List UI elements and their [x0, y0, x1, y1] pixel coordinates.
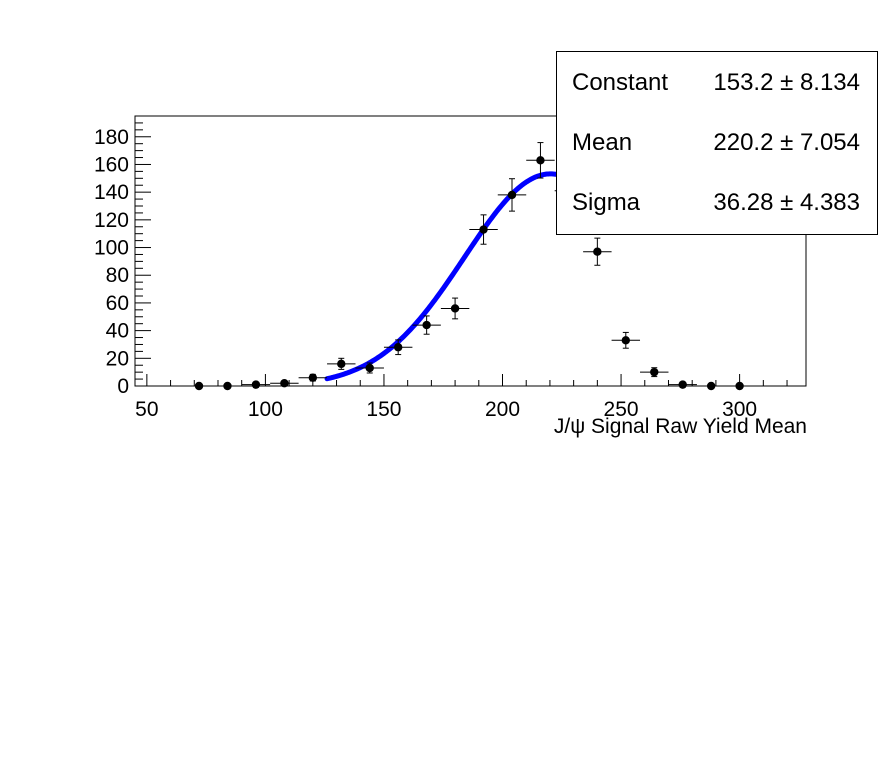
data-point — [327, 357, 356, 370]
point-marker — [450, 304, 460, 313]
point-marker — [621, 336, 631, 345]
x-tick-label: 150 — [366, 398, 401, 421]
y-tick-label: 100 — [94, 237, 129, 260]
point-marker — [422, 320, 431, 330]
stat-value: 36.28 ± 4.383 — [713, 189, 860, 216]
point-marker — [308, 373, 318, 382]
point-marker — [479, 225, 488, 234]
y-tick-label: 160 — [94, 153, 129, 176]
point-marker — [280, 379, 289, 388]
point-marker — [194, 381, 204, 391]
plot-frame — [134, 115, 807, 387]
point-marker — [337, 359, 346, 369]
data-point — [383, 339, 413, 356]
stat-value: 153.2 ± 8.134 — [713, 69, 860, 96]
data-point — [412, 315, 441, 335]
point-marker — [507, 190, 517, 200]
x-axis-label: J/ψ Signal Raw Yield Mean — [553, 415, 807, 438]
point-marker — [593, 247, 602, 256]
point-marker — [650, 367, 659, 377]
fit-curve — [324, 171, 572, 382]
y-tick-label: 120 — [94, 209, 129, 232]
data-point — [583, 237, 612, 266]
stat-name: Mean — [572, 129, 633, 156]
data-point — [241, 380, 271, 389]
data-point — [640, 367, 669, 378]
data-point — [526, 142, 555, 179]
y-tick-label: 80 — [106, 264, 129, 287]
stat-name: Constant — [572, 69, 669, 96]
fit-curve-group — [324, 171, 572, 382]
axes: 50 100 150 200 250 300 0 20 40 60 80 100 120 140 160 18… — [94, 122, 788, 421]
data-point — [469, 214, 498, 245]
point-marker — [678, 380, 687, 389]
data-point — [611, 331, 641, 349]
y-tick-label: 60 — [106, 292, 129, 315]
data-point — [213, 381, 242, 391]
point-marker — [706, 381, 716, 391]
point-marker — [393, 343, 403, 352]
stat-value: 220.2 ± 7.054 — [713, 129, 860, 156]
y-tick-label: 0 — [117, 375, 129, 398]
data-point — [355, 362, 384, 374]
x-tick-label: 300 — [722, 398, 757, 421]
point-marker — [251, 380, 261, 389]
point-marker — [735, 381, 744, 391]
data-point — [725, 381, 754, 391]
x-tick-label: 200 — [485, 398, 520, 421]
data-point — [668, 380, 697, 389]
data-point — [270, 379, 299, 388]
x-tick-label: 100 — [248, 398, 283, 421]
data-point — [696, 381, 726, 391]
y-tick-label: 20 — [106, 347, 129, 370]
data-point — [298, 373, 328, 382]
stat-name: Sigma — [572, 189, 641, 216]
stats-box: Constant 153.2 ± 8.134 Mean 220.2 ± 7.05… — [556, 51, 878, 235]
point-marker — [365, 363, 374, 373]
y-tick-label: 140 — [94, 181, 129, 204]
data-points — [184, 142, 754, 391]
point-marker — [536, 156, 545, 165]
point-marker — [223, 381, 232, 391]
data-point — [497, 178, 527, 212]
y-tick-label: 180 — [94, 126, 129, 149]
y-tick-label: 40 — [106, 320, 129, 343]
x-tick-label: 50 — [135, 398, 158, 421]
data-point — [184, 381, 214, 391]
data-point — [440, 297, 470, 320]
x-tick-label: 250 — [604, 398, 639, 421]
